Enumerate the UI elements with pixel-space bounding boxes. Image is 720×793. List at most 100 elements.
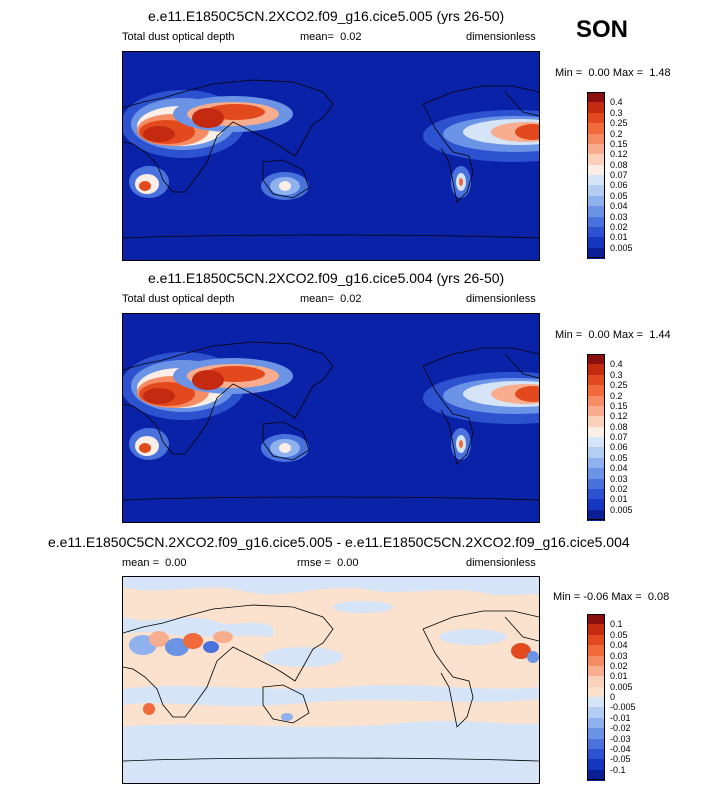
panel3-colorbar-swatch — [587, 645, 605, 656]
panel2-dust-plume-africa-asia — [123, 352, 293, 420]
panel2-colorbar-swatch — [587, 405, 605, 417]
panel3-strong-anomalies — [129, 631, 539, 721]
panel2-dust-southern-africa — [129, 428, 169, 460]
panel2-colorbar-label: 0.03 — [610, 473, 628, 484]
panel3-mean-value: 0.00 — [165, 557, 187, 569]
panel3-units: dimensionless — [466, 557, 536, 569]
panel3-colorbar-swatch — [587, 686, 605, 698]
panel2-colorbar-swatch — [587, 364, 605, 376]
panel2-colorbar-swatch — [587, 374, 605, 386]
panel2-colorbar-swatch — [587, 447, 605, 459]
panel2-colorbar-swatch — [587, 468, 605, 479]
panel3-colorbar-label: 0.05 — [610, 629, 628, 640]
panel2-minmax: Min = 0.00 Max = 1.44 — [555, 329, 671, 341]
panel1-colorbar: 0.4 0.3 0.25 0.2 0.15 0.12 0.08 0.07 0.06 0.05 0.0… — [587, 92, 687, 259]
panel3-colorbar-swatch — [587, 665, 605, 677]
panel3-negative-regions — [123, 577, 539, 783]
panel3-colorbar-swatch — [587, 738, 605, 750]
panel1-colorbar-swatch — [587, 92, 605, 103]
panel2-colorbar-swatch — [587, 488, 605, 500]
panel1-colorbar-swatch — [587, 143, 605, 155]
panel3-colorbar: 0.1 0.05 0.04 0.03 0.02 0.01 0.005 0 -0.005 -0.01… — [587, 614, 687, 781]
panel2-colorbar-swatch — [587, 426, 605, 438]
panel3-colorbar-swatch — [587, 728, 605, 739]
panel2-colorbar-label: 0.15 — [610, 400, 628, 411]
panel1-dust-australia — [261, 172, 309, 200]
panel3-colorbar-label: -0.005 — [610, 702, 636, 713]
panel3-colorbar-swatch — [587, 676, 605, 688]
panel2-max-label: Max = — [612, 329, 644, 341]
panel2-dust-atlantic-plume — [423, 372, 539, 424]
panel2-colorbar-label: 0.12 — [610, 411, 628, 422]
panel2-colorbar-label: 0.01 — [610, 494, 628, 505]
panel1-colorbar-swatch — [587, 185, 605, 197]
panel1-colorbar-label: 0.08 — [610, 159, 628, 170]
panel3-mean-label: mean = — [122, 557, 159, 569]
panel3-colorbar-swatch — [587, 717, 605, 729]
panel1-colorbar-swatch — [587, 226, 605, 238]
panel1-colorbar-swatch — [587, 206, 605, 217]
panel3-map-svg — [123, 577, 539, 783]
panel2-colorbar: 0.4 0.3 0.25 0.2 0.15 0.12 0.08 0.07 0.06 0.05 0.0… — [587, 354, 687, 521]
panel1-colorbar-swatch — [587, 247, 605, 259]
panel1-map — [122, 51, 540, 261]
panel2-colorbar-swatch — [587, 499, 605, 511]
panel3-colorbar-swatch — [587, 614, 605, 625]
panel2-min-label: Min = — [555, 329, 583, 341]
panel3-colorbar-swatch — [587, 707, 605, 719]
panel1-colorbar-swatch — [587, 123, 605, 134]
panel1-max-label: Max = — [612, 67, 644, 79]
panel2-map — [122, 313, 540, 523]
panel1-mean-value: 0.02 — [340, 31, 362, 43]
panel1-mean-label: mean= — [300, 31, 334, 43]
panel2-colorbar-swatch — [587, 437, 605, 448]
panel3-colorbar-label: 0.01 — [610, 671, 628, 682]
panel3-map — [122, 576, 540, 784]
panel2-map-svg — [123, 314, 539, 522]
panel3-colorbar-swatch — [587, 759, 605, 771]
panel1-dust-southern-africa — [129, 166, 169, 198]
panel2-variable-label: Total dust optical depth — [122, 293, 235, 305]
panel3-rmse: rmse = 0.00 — [297, 557, 358, 569]
panel1-colorbar-swatch — [587, 175, 605, 186]
panel1-colorbar-swatch — [587, 112, 605, 124]
panel2-colorbar-label: 0.3 — [610, 369, 623, 380]
panel1-variable-label: Total dust optical depth — [122, 31, 235, 43]
panel1-colorbar-label: 0.005 — [610, 242, 633, 253]
panel3-colorbar-label: 0.005 — [610, 681, 633, 692]
panel1-min-label: Min = — [555, 67, 583, 79]
season-label: SON — [576, 16, 629, 43]
panel3-rmse-label: rmse = — [297, 557, 331, 569]
panel1-dust-atlantic-plume — [423, 110, 539, 162]
panel3-colorbar-label: 0.02 — [610, 660, 628, 671]
panel1-colorbar-label: 0.3 — [610, 107, 623, 118]
panel1-dust-south-america — [451, 166, 471, 198]
panel3-colorbar-label: 0.03 — [610, 650, 628, 661]
panel1-dust-plume-africa-asia — [123, 90, 293, 158]
panel3-colorbar-label: -0.03 — [610, 733, 631, 744]
panel1-colorbar-swatch — [587, 237, 605, 249]
panel2-colorbar-label: 0.08 — [610, 421, 628, 432]
panel2-mean-label: mean= — [300, 293, 334, 305]
panel3-colorbar-swatch — [587, 634, 605, 646]
panel1-colorbar-swatch — [587, 216, 605, 228]
panel2-colorbar-label: 0.02 — [610, 483, 628, 494]
panel3-colorbar-swatch — [587, 748, 605, 760]
panel2-colorbar-swatch — [587, 395, 605, 407]
panel1-units: dimensionless — [466, 31, 536, 43]
panel2-max-value: 1.44 — [649, 329, 671, 341]
panel2-mean-value: 0.02 — [340, 293, 362, 305]
panel1-colorbar-swatch — [587, 154, 605, 166]
panel3-colorbar-label: -0.05 — [610, 754, 631, 765]
panel2-colorbar-swatch — [587, 385, 605, 396]
panel3-colorbar-swatch — [587, 624, 605, 636]
panel1-title: e.e11.E1850C5CN.2XCO2.f09_g16.cice5.005 … — [148, 8, 505, 24]
panel3-min-value: -0.06 — [583, 591, 609, 603]
panel2-colorbar-swatch — [587, 416, 605, 428]
panel2-colorbar-label: 0.25 — [610, 380, 628, 391]
panel1-colorbar-label: 0.04 — [610, 201, 628, 212]
panel1-colorbar-swatch — [587, 164, 605, 176]
panel3-coastlines — [123, 604, 539, 762]
panel2-colorbar-label: 0.04 — [610, 463, 628, 474]
panel3-min-label: Min = — [553, 591, 581, 603]
